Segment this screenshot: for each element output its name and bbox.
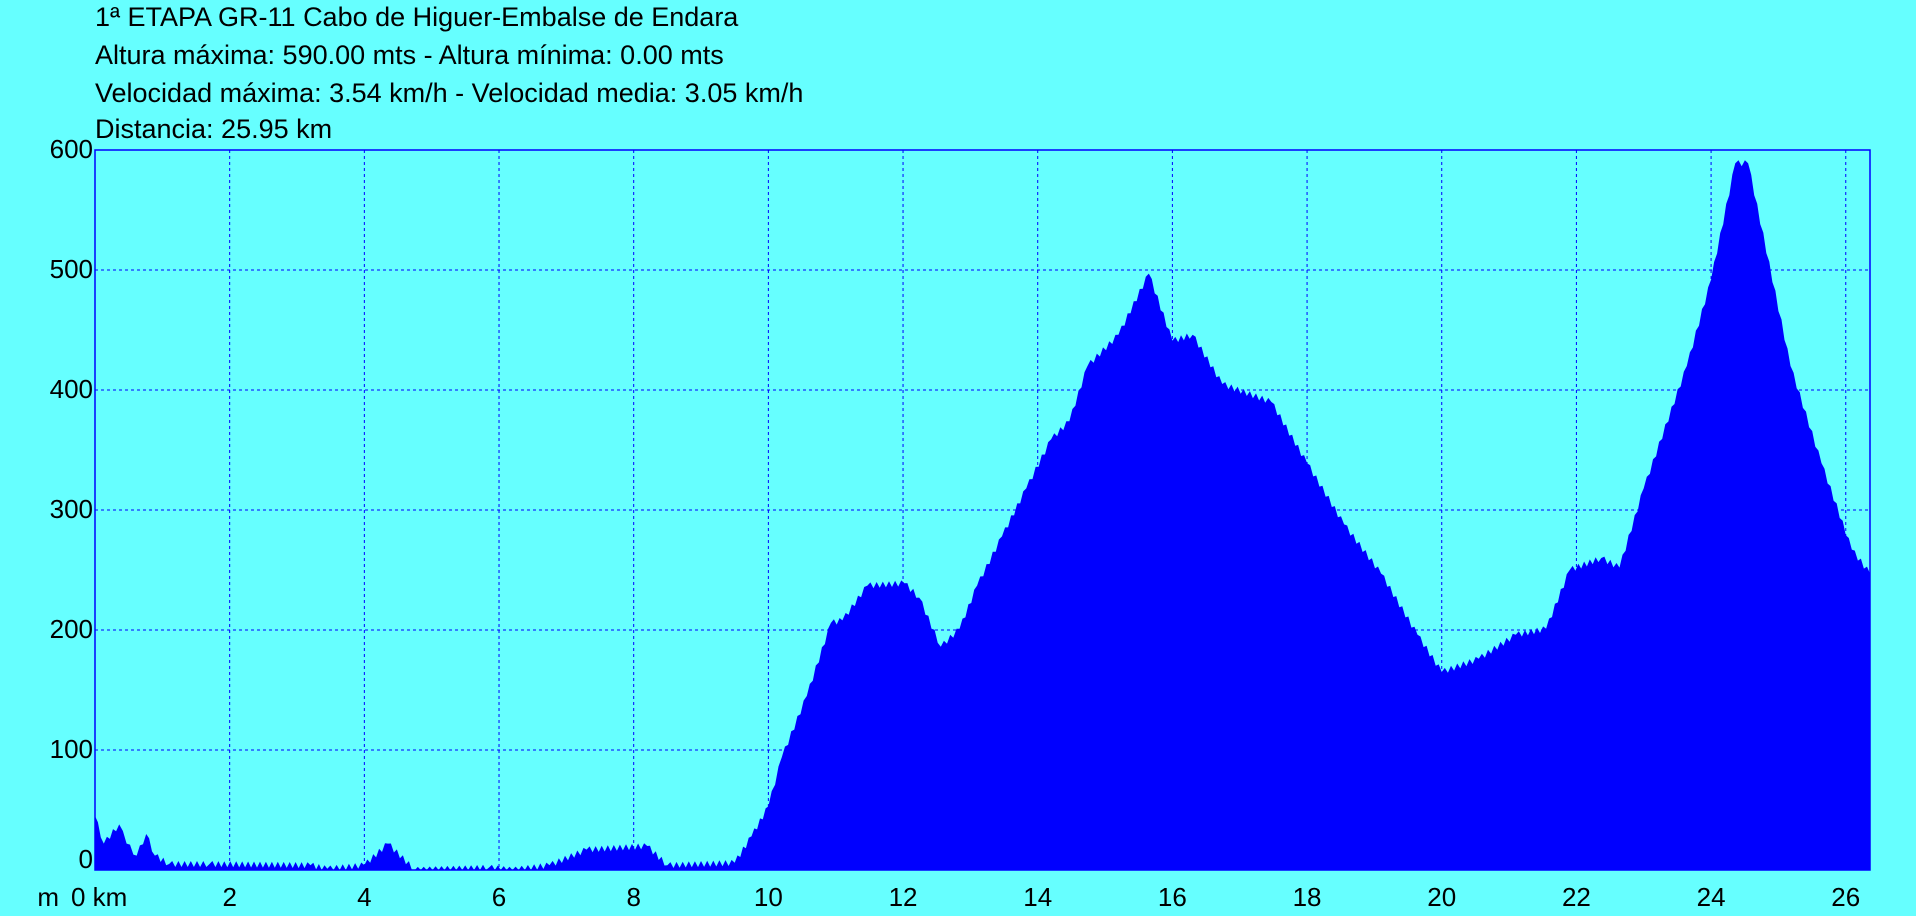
x-tick-label: 10 [754, 882, 783, 912]
x-tick-label: 4 [357, 882, 371, 912]
x-tick-label: 24 [1697, 882, 1726, 912]
distance-stats: Distancia: 25.95 km [95, 114, 333, 144]
y-tick-label: 200 [50, 614, 93, 644]
speed-stats: Velocidad máxima: 3.54 km/h - Velocidad … [95, 78, 804, 108]
x-tick-label: 16 [1158, 882, 1187, 912]
y-tick-label: 0 [79, 844, 93, 874]
y-tick-label: 300 [50, 494, 93, 524]
plot-frame [94, 149, 1871, 871]
axis-labels: 0 km 2 4 6 8 10 12 14 16 18 20 22 24 2601002003004005… [37, 134, 1860, 912]
x-tick-label: 8 [626, 882, 640, 912]
y-tick-label: 500 [50, 254, 93, 284]
y-tick-label: 600 [50, 134, 93, 164]
x-tick-label: 20 [1427, 882, 1456, 912]
x-tick-label: 6 [492, 882, 506, 912]
elevation-area [95, 160, 1870, 870]
altitude-stats: Altura máxima: 590.00 mts - Altura mínim… [95, 40, 724, 70]
x-tick-label: 0 km [71, 882, 127, 912]
x-tick-label: 2 [222, 882, 236, 912]
y-tick-label: 400 [50, 374, 93, 404]
x-tick-label: 18 [1293, 882, 1322, 912]
x-tick-label: 14 [1023, 882, 1052, 912]
x-tick-label: 12 [889, 882, 918, 912]
chart-title: 1ª ETAPA GR-11 Cabo de Higuer-Embalse de… [95, 2, 739, 32]
y-unit-label: m [37, 882, 59, 912]
y-tick-label: 100 [50, 734, 93, 764]
x-tick-label: 26 [1831, 882, 1860, 912]
x-tick-label: 22 [1562, 882, 1591, 912]
